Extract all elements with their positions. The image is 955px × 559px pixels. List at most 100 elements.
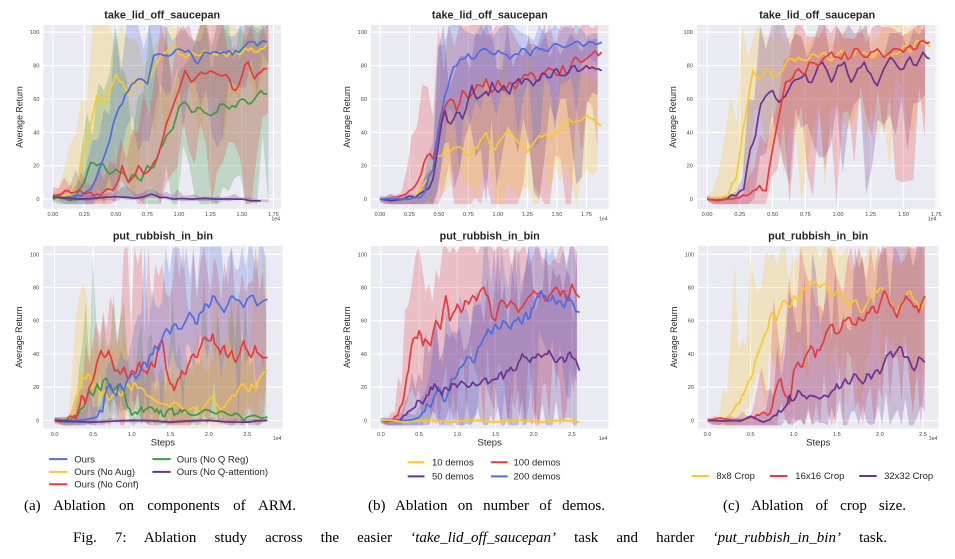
svg-text:0.0: 0.0 (51, 432, 59, 438)
svg-text:100: 100 (684, 30, 693, 36)
svg-text:1e4: 1e4 (273, 436, 282, 442)
svg-text:0.0: 0.0 (704, 432, 712, 438)
svg-text:Average Return: Average Return (342, 86, 352, 148)
svg-text:2.0: 2.0 (876, 432, 884, 438)
svg-text:1.25: 1.25 (205, 212, 216, 218)
svg-text:put_rubbish_in_bin: put_rubbish_in_bin (113, 231, 213, 243)
svg-text:take_lid_off_saucepan: take_lid_off_saucepan (759, 10, 875, 22)
svg-text:1.75: 1.75 (268, 212, 279, 218)
svg-text:80: 80 (361, 64, 367, 70)
svg-text:100: 100 (358, 30, 367, 36)
svg-text:1.25: 1.25 (865, 212, 876, 218)
svg-text:Steps: Steps (478, 438, 503, 449)
svg-text:Ours (No Q Reg): Ours (No Q Reg) (177, 454, 249, 465)
svg-text:0.25: 0.25 (79, 212, 90, 218)
svg-text:0: 0 (36, 197, 39, 203)
svg-text:50 demos: 50 demos (432, 472, 474, 483)
svg-text:0.75: 0.75 (463, 212, 474, 218)
svg-text:1e4: 1e4 (929, 436, 938, 442)
svg-text:80: 80 (687, 64, 693, 70)
svg-text:80: 80 (688, 286, 694, 292)
svg-text:0.25: 0.25 (404, 212, 415, 218)
svg-text:2.5: 2.5 (243, 432, 251, 438)
svg-text:40: 40 (688, 352, 694, 358)
svg-text:100: 100 (358, 252, 367, 258)
svg-text:Ours (No Q-attention): Ours (No Q-attention) (177, 467, 268, 478)
svg-text:Average Return: Average Return (342, 306, 352, 368)
svg-text:40: 40 (361, 352, 367, 358)
svg-text:1e4: 1e4 (599, 217, 608, 223)
svg-text:16x16 Crop: 16x16 Crop (795, 471, 844, 482)
svg-text:60: 60 (33, 319, 39, 325)
svg-text:put_rubbish_in_bin: put_rubbish_in_bin (768, 231, 868, 243)
svg-text:0.50: 0.50 (433, 212, 444, 218)
svg-text:100 demos: 100 demos (514, 458, 561, 469)
svg-text:20: 20 (33, 164, 39, 170)
svg-text:0.00: 0.00 (47, 212, 58, 218)
svg-text:40: 40 (33, 352, 39, 358)
svg-text:32x32 Crop: 32x32 Crop (884, 471, 933, 482)
svg-text:Average Return: Average Return (669, 306, 679, 368)
svg-text:0.25: 0.25 (734, 212, 745, 218)
svg-text:20: 20 (361, 385, 367, 391)
svg-text:2.0: 2.0 (205, 432, 213, 438)
svg-text:100: 100 (685, 252, 694, 258)
svg-text:0: 0 (364, 197, 367, 203)
svg-text:2.0: 2.0 (530, 432, 538, 438)
svg-text:1e4: 1e4 (599, 436, 608, 442)
svg-text:Average Return: Average Return (15, 86, 25, 148)
svg-text:8x8 Crop: 8x8 Crop (716, 471, 755, 482)
svg-text:Average Return: Average Return (668, 86, 678, 148)
svg-text:put_rubbish_in_bin: put_rubbish_in_bin (440, 231, 540, 243)
svg-text:take_lid_off_saucepan: take_lid_off_saucepan (432, 10, 548, 22)
svg-text:0: 0 (690, 197, 693, 203)
svg-text:Ours: Ours (74, 454, 95, 465)
svg-text:60: 60 (688, 319, 694, 325)
svg-text:take_lid_off_saucepan: take_lid_off_saucepan (104, 10, 220, 22)
svg-text:0: 0 (691, 418, 694, 424)
svg-text:60: 60 (361, 319, 367, 325)
svg-text:40: 40 (687, 130, 693, 136)
svg-text:20: 20 (687, 164, 693, 170)
svg-text:40: 40 (33, 130, 39, 136)
svg-text:80: 80 (361, 286, 367, 292)
svg-text:Steps: Steps (806, 438, 831, 449)
svg-text:1.0: 1.0 (453, 432, 461, 438)
svg-text:0.5: 0.5 (89, 432, 97, 438)
svg-text:20: 20 (33, 385, 39, 391)
svg-text:1.50: 1.50 (551, 212, 562, 218)
svg-text:80: 80 (33, 64, 39, 70)
svg-text:1.5: 1.5 (833, 432, 841, 438)
svg-text:1.00: 1.00 (833, 212, 844, 218)
svg-text:Ours (No Aug): Ours (No Aug) (74, 467, 135, 478)
svg-text:20: 20 (688, 385, 694, 391)
svg-text:1.00: 1.00 (492, 212, 503, 218)
svg-text:0.00: 0.00 (702, 212, 713, 218)
svg-text:1e4: 1e4 (928, 217, 937, 223)
svg-text:1.0: 1.0 (790, 432, 798, 438)
svg-text:1.25: 1.25 (522, 212, 533, 218)
svg-text:1.0: 1.0 (128, 432, 136, 438)
svg-text:40: 40 (361, 130, 367, 136)
svg-text:60: 60 (33, 97, 39, 103)
svg-text:2.5: 2.5 (568, 432, 576, 438)
svg-text:1.50: 1.50 (236, 212, 247, 218)
svg-text:0.5: 0.5 (747, 432, 755, 438)
svg-text:60: 60 (361, 97, 367, 103)
svg-text:0.50: 0.50 (767, 212, 778, 218)
svg-text:1.00: 1.00 (173, 212, 184, 218)
svg-text:0.75: 0.75 (142, 212, 153, 218)
svg-text:100: 100 (30, 252, 39, 258)
svg-text:1.5: 1.5 (166, 432, 174, 438)
svg-text:20: 20 (361, 164, 367, 170)
svg-text:0.0: 0.0 (377, 432, 385, 438)
svg-text:0.5: 0.5 (415, 432, 423, 438)
svg-text:Steps: Steps (151, 438, 176, 449)
svg-text:1.75: 1.75 (931, 212, 942, 218)
svg-text:80: 80 (33, 286, 39, 292)
svg-text:Average Return: Average Return (14, 306, 24, 368)
svg-text:1.5: 1.5 (492, 432, 500, 438)
svg-text:60: 60 (687, 97, 693, 103)
svg-text:0: 0 (364, 418, 367, 424)
svg-text:200 demos: 200 demos (514, 472, 561, 483)
